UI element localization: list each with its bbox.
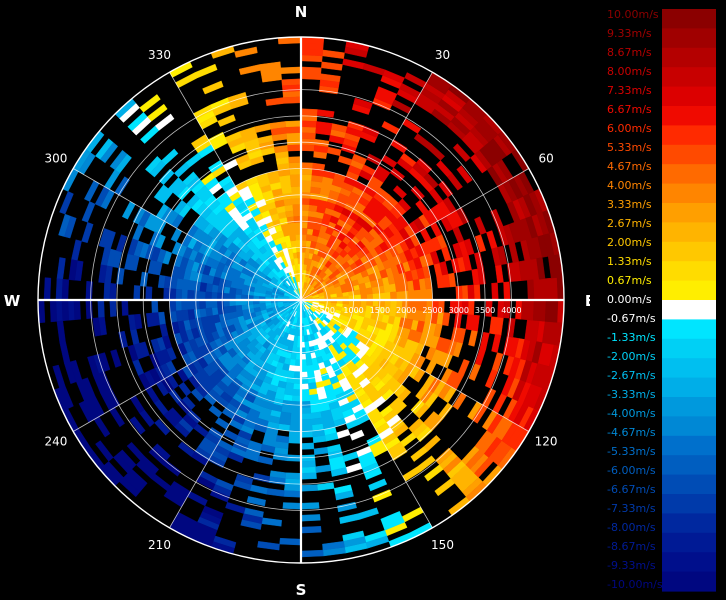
legend-swatch	[662, 47, 716, 68]
legend-label: -2.67m/s	[607, 369, 656, 382]
legend-label: -1.33m/s	[607, 331, 656, 344]
azimuth-spokes	[38, 37, 564, 563]
legend-swatch	[662, 28, 716, 49]
range-labels: 500 1000 1500 2000 2500 3000 3500 4000	[320, 306, 522, 315]
azimuth-label: 30	[435, 48, 450, 62]
legend-swatches	[662, 9, 716, 592]
legend-label: -8.00m/s	[607, 521, 656, 534]
azimuth-label: 240	[44, 435, 67, 449]
legend-swatch	[662, 280, 716, 301]
legend-swatch	[662, 552, 716, 573]
legend-swatch	[662, 513, 716, 534]
azimuth-spoke	[300, 299, 529, 432]
legend-label: -9.33m/s	[607, 559, 656, 572]
legend-label: -0.67m/s	[607, 312, 656, 325]
legend-label: -4.00m/s	[607, 407, 656, 420]
legend-label: -10.00m/s	[607, 578, 663, 591]
legend-swatch	[662, 144, 716, 165]
legend-label: -3.33m/s	[607, 388, 656, 401]
cardinal-label: S	[296, 581, 307, 599]
legend-swatch	[662, 455, 716, 476]
azimuth-labels: 30 60 120 150 210 240 300 330	[44, 48, 557, 552]
range-label: 500	[320, 306, 335, 315]
legend-label: 4.00m/s	[607, 179, 652, 192]
legend-swatch	[662, 397, 716, 417]
legend-swatch	[662, 319, 716, 340]
legend-label: 3.33m/s	[607, 198, 652, 211]
legend-swatch	[662, 222, 716, 243]
legend-swatch	[662, 474, 716, 495]
azimuth-spoke	[169, 299, 302, 528]
range-label: 1000	[343, 306, 363, 315]
azimuth-label: 300	[44, 152, 67, 166]
legend-label: -6.67m/s	[607, 483, 656, 496]
legend-swatch	[662, 300, 716, 320]
cardinal-label: E	[585, 292, 590, 310]
legend-swatch	[662, 203, 716, 223]
legend-label: -4.67m/s	[607, 426, 656, 439]
legend-label: 0.00m/s	[607, 293, 652, 306]
radar-center-marker	[295, 294, 307, 306]
legend-swatch	[662, 241, 716, 262]
range-label: 2500	[422, 306, 442, 315]
azimuth-spoke	[73, 168, 302, 301]
legend-swatch	[662, 183, 716, 204]
azimuth-spoke	[300, 299, 433, 528]
legend-label: 8.00m/s	[607, 65, 652, 78]
legend-label: 9.33m/s	[607, 27, 652, 40]
legend-label: 10.00m/s	[607, 8, 659, 21]
azimuth-label: 150	[431, 538, 454, 552]
legend-swatch	[662, 67, 716, 88]
legend-swatch	[662, 86, 716, 107]
legend-label: 4.67m/s	[607, 160, 652, 173]
legend-swatch	[662, 261, 716, 282]
azimuth-spoke	[300, 72, 433, 301]
legend-swatch	[662, 571, 716, 592]
legend-label: 1.33m/s	[607, 255, 652, 268]
azimuth-spoke	[300, 168, 529, 301]
legend-swatch	[662, 125, 716, 146]
legend-label: 2.67m/s	[607, 217, 652, 230]
range-label: 1500	[370, 306, 390, 315]
legend-swatch	[662, 164, 716, 185]
legend-swatch	[662, 338, 716, 359]
radar-plot: 30 60 120 150 210 240 300 330 500 1000 1500 2000 25…	[4, 3, 590, 599]
range-label: 2000	[396, 306, 416, 315]
legend-label: -5.33m/s	[607, 445, 656, 458]
azimuth-spoke	[73, 299, 302, 432]
legend-label: 2.00m/s	[607, 236, 652, 249]
legend-swatch	[662, 532, 716, 553]
legend-swatch	[662, 106, 716, 126]
azimuth-label: 330	[148, 48, 171, 62]
legend-label: -8.67m/s	[607, 540, 656, 553]
azimuth-spoke	[169, 72, 302, 301]
cardinal-label: W	[4, 292, 21, 310]
legend-label: 8.67m/s	[607, 46, 652, 59]
legend-label: -2.00m/s	[607, 350, 656, 363]
legend-swatch	[662, 358, 716, 379]
azimuth-label: 60	[538, 152, 553, 166]
legend-label: 0.67m/s	[607, 274, 652, 287]
legend-label: -6.00m/s	[607, 464, 656, 477]
range-label: 4000	[501, 306, 521, 315]
legend-swatch	[662, 416, 716, 437]
range-label: 3500	[475, 306, 495, 315]
legend-label: 5.33m/s	[607, 141, 652, 154]
legend-label: 6.00m/s	[607, 122, 652, 135]
legend-label: -7.33m/s	[607, 502, 656, 515]
legend-label: 6.67m/s	[607, 103, 652, 116]
legend-swatch	[662, 9, 716, 29]
legend-swatch	[662, 435, 716, 456]
legend-swatch	[662, 494, 716, 514]
range-label: 3000	[449, 306, 469, 315]
legend-label: 7.33m/s	[607, 84, 652, 97]
cardinal-labels: N E S W	[4, 3, 590, 599]
azimuth-label: 210	[148, 538, 171, 552]
legend-labels: 10.00m/s 9.33m/s 8.67m/s 8.00m/s 7.33m/s 6.67…	[607, 8, 663, 591]
azimuth-label: 120	[535, 435, 558, 449]
legend-swatch	[662, 377, 716, 398]
cardinal-label: N	[295, 3, 308, 21]
